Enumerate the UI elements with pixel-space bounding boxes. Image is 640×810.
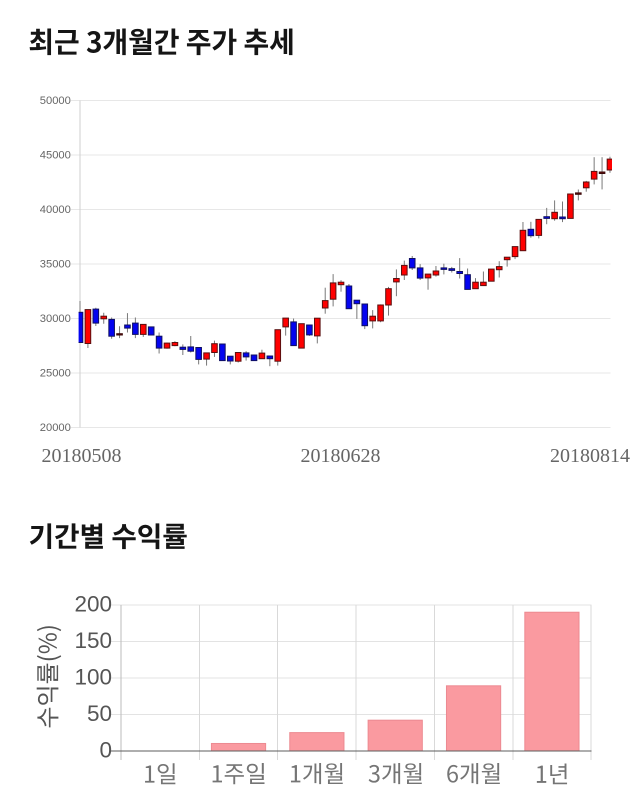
svg-text:20000: 20000 [40,422,71,434]
svg-text:40000: 40000 [40,204,71,216]
svg-text:20180628: 20180628 [301,445,381,467]
svg-text:35000: 35000 [40,259,71,271]
svg-text:50000: 50000 [40,95,71,107]
svg-text:45000: 45000 [40,150,71,162]
svg-text:20180508: 20180508 [42,445,122,467]
svg-text:100: 100 [74,665,112,690]
svg-text:25000: 25000 [40,368,71,380]
svg-text:30000: 30000 [40,313,71,325]
svg-text:50: 50 [87,701,112,726]
svg-text:150: 150 [74,628,112,653]
svg-text:0: 0 [99,738,112,763]
svg-text:200: 200 [74,592,112,617]
svg-text:20180814: 20180814 [550,445,630,467]
